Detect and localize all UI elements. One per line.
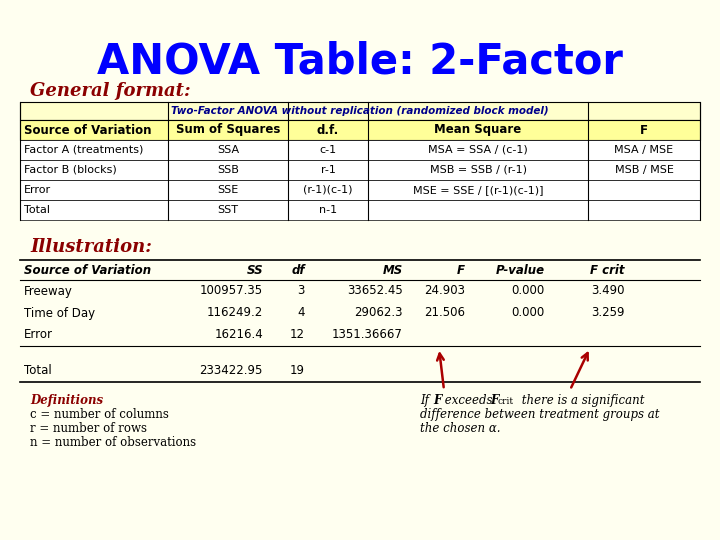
Text: SSB: SSB [217,165,239,175]
Text: there is a significant: there is a significant [518,394,644,407]
Text: 3: 3 [297,285,305,298]
Text: Source of Variation: Source of Variation [24,124,151,137]
Text: n = number of observations: n = number of observations [30,436,196,449]
Text: SSA: SSA [217,145,239,155]
Text: 100957.35: 100957.35 [200,285,263,298]
Text: 16216.4: 16216.4 [215,328,263,341]
Text: F: F [640,124,648,137]
Text: SSE: SSE [217,185,238,195]
Text: MSA / MSE: MSA / MSE [614,145,674,155]
Text: 33652.45: 33652.45 [347,285,403,298]
Text: Total: Total [24,205,50,215]
Text: Error: Error [24,328,53,341]
Text: ANOVA Table: 2-Factor: ANOVA Table: 2-Factor [97,40,623,82]
Text: MS: MS [383,264,403,276]
Text: 24.903: 24.903 [424,285,465,298]
Text: Factor A (treatments): Factor A (treatments) [24,145,143,155]
Text: If: If [420,394,433,407]
Text: SST: SST [217,205,238,215]
Text: Freeway: Freeway [24,285,73,298]
Text: df: df [292,264,305,276]
Text: F: F [490,394,498,407]
Text: Factor B (blocks): Factor B (blocks) [24,165,117,175]
Bar [20,140,700,160]
Text: SS: SS [246,264,263,276]
Text: c-1: c-1 [320,145,336,155]
Text: MSA = SSA / (c-1): MSA = SSA / (c-1) [428,145,528,155]
Bar [20,102,700,120]
Text: crit: crit [498,397,514,406]
Text: 3.490: 3.490 [592,285,625,298]
Text: MSE = SSE / [(r-1)(c-1)]: MSE = SSE / [(r-1)(c-1)] [413,185,544,195]
Text: 29062.3: 29062.3 [354,307,403,320]
Text: the chosen α.: the chosen α. [420,422,500,435]
Bar [20,200,700,220]
Text: 12: 12 [290,328,305,341]
Text: 1351.36667: 1351.36667 [332,328,403,341]
Text: 21.506: 21.506 [424,307,465,320]
Text: F: F [457,264,465,276]
Text: General format:: General format: [30,82,191,100]
Text: Two-Factor ANOVA without replication (randomized block model): Two-Factor ANOVA without replication (ra… [171,106,549,116]
Text: Time of Day: Time of Day [24,307,95,320]
Text: 116249.2: 116249.2 [207,307,263,320]
Text: F crit: F crit [590,264,625,276]
Text: 0.000: 0.000 [512,307,545,320]
Text: F: F [433,394,441,407]
Text: Definitions: Definitions [30,394,103,407]
Text: d.f.: d.f. [317,124,339,137]
Text: 19: 19 [290,364,305,377]
Text: difference between treatment groups at: difference between treatment groups at [420,408,660,421]
Text: n-1: n-1 [319,205,337,215]
Text: Error: Error [24,185,51,195]
Text: exceeds: exceeds [441,394,496,407]
Text: MSB = SSB / (r-1): MSB = SSB / (r-1) [430,165,526,175]
Text: r = number of rows: r = number of rows [30,422,147,435]
Text: MSB / MSE: MSB / MSE [615,165,673,175]
Text: Source of Variation: Source of Variation [24,264,151,276]
Text: P-value: P-value [496,264,545,276]
Text: Illustration:: Illustration: [30,238,152,256]
Text: 233422.95: 233422.95 [199,364,263,377]
Text: r-1: r-1 [320,165,336,175]
Text: 3.259: 3.259 [592,307,625,320]
Text: Total: Total [24,364,52,377]
Bar [20,160,700,180]
Text: (r-1)(c-1): (r-1)(c-1) [303,185,353,195]
Text: Mean Square: Mean Square [434,124,521,137]
Text: 0.000: 0.000 [512,285,545,298]
Text: 4: 4 [297,307,305,320]
Text: Sum of Squares: Sum of Squares [176,124,280,137]
Bar [20,120,700,140]
Bar [20,180,700,200]
Text: c = number of columns: c = number of columns [30,408,169,421]
